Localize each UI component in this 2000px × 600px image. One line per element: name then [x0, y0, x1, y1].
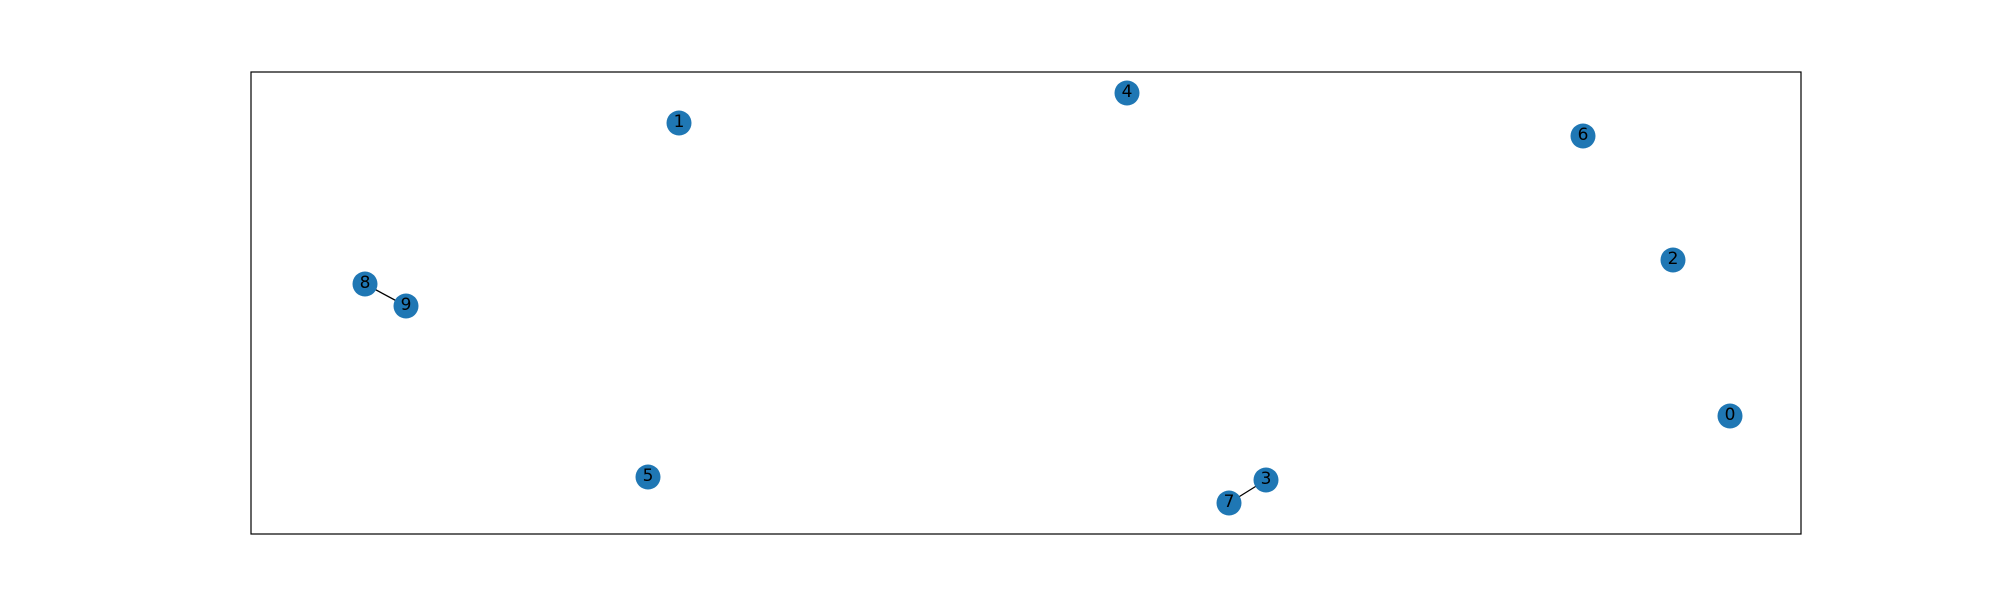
node-7: 7 — [1216, 490, 1242, 516]
node-5: 5 — [635, 464, 661, 490]
node-label: 8 — [360, 273, 371, 293]
node-label: 7 — [1224, 492, 1235, 512]
node-circle — [1114, 80, 1140, 106]
node-8: 8 — [352, 271, 378, 297]
node-label: 6 — [1578, 125, 1589, 145]
node-label: 3 — [1261, 469, 1272, 489]
node-circle — [352, 271, 378, 297]
node-circle — [1253, 467, 1279, 493]
node-circle — [1660, 247, 1686, 273]
node-label: 0 — [1725, 405, 1736, 425]
plot-frame — [250, 71, 1802, 535]
node-9: 9 — [393, 293, 419, 319]
edges-layer — [364, 283, 1267, 504]
node-label: 1 — [674, 112, 685, 132]
nodes-layer: 0 1 2 3 4 5 6 7 8 9 — [352, 80, 1743, 516]
node-circle — [1570, 123, 1596, 149]
node-label: 5 — [643, 466, 654, 486]
node-2: 2 — [1660, 247, 1686, 273]
node-4: 4 — [1114, 80, 1140, 106]
node-label: 9 — [401, 295, 412, 315]
node-label: 4 — [1122, 82, 1133, 102]
node-1: 1 — [666, 110, 692, 136]
node-0: 0 — [1717, 403, 1743, 429]
node-circle — [1216, 490, 1242, 516]
node-6: 6 — [1570, 123, 1596, 149]
node-circle — [1717, 403, 1743, 429]
node-circle — [393, 293, 419, 319]
node-circle — [666, 110, 692, 136]
node-circle — [635, 464, 661, 490]
node-3: 3 — [1253, 467, 1279, 493]
node-label: 2 — [1668, 249, 1679, 269]
